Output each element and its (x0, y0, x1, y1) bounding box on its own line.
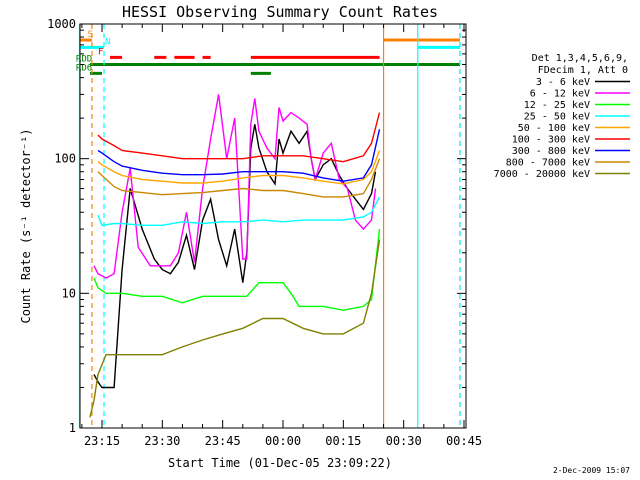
legend-entry-label: 300 - 800 keV (512, 146, 590, 157)
y-axis-label: Count Rate (s⁻¹ detector⁻¹) (19, 128, 33, 323)
legend-entry-label: 12 - 25 keV (524, 100, 590, 111)
flag-label: S (87, 30, 92, 40)
legend-entry-label: 3 - 6 keV (536, 77, 590, 88)
y-tick-label: 10 (62, 286, 76, 300)
chart-title: HESSI Observing Summary Count Rates (122, 3, 438, 21)
y-tick-label: 1 (69, 421, 76, 435)
series-line (97, 150, 381, 185)
series-line (97, 196, 381, 227)
y-tick-label: 100 (54, 152, 76, 166)
footer-date: 2-Dec-2009 15:07 (553, 466, 630, 475)
x-tick-label: 23:45 (205, 434, 241, 448)
flag-label: N (105, 37, 110, 47)
legend-header: FDecim 1, Att 0 (538, 65, 628, 76)
legend-entry-label: 7000 - 20000 keV (494, 169, 590, 180)
series-line (97, 112, 381, 163)
flag-label: RD6 (76, 63, 92, 73)
flag-label: F (98, 47, 103, 57)
legend-entry-label: 50 - 100 keV (518, 123, 590, 134)
x-tick-label: 00:45 (446, 434, 482, 448)
series-line (89, 239, 381, 418)
legend-entry-label: 6 - 12 keV (530, 89, 590, 100)
series-line (93, 94, 377, 279)
series-layer (89, 94, 381, 418)
series-line (93, 229, 381, 311)
legend-header: Det 1,3,4,5,6,9, (532, 53, 628, 64)
x-tick-label: 00:15 (325, 434, 361, 448)
series-line (97, 158, 381, 198)
x-tick-label: 23:30 (144, 434, 180, 448)
y-tick-label: 1000 (47, 17, 76, 31)
flag-label: RDD (76, 55, 92, 65)
x-tick-label: 00:30 (386, 434, 422, 448)
legend-entry-label: 800 - 7000 keV (506, 158, 590, 169)
markers-layer (78, 24, 461, 428)
x-axis-label: Start Time (01-Dec-05 23:09:22) (168, 456, 392, 470)
axes-layer: 23:15 23:30 23:45 00:00 00:15 00:30 00:45 1 10 10… (47, 17, 482, 448)
legend-entry-label: 25 - 50 keV (524, 112, 590, 123)
plot-frame (79, 23, 467, 429)
legend: Det 1,3,4,5,6,9,FDecim 1, Att 03 - 6 keV… (494, 53, 630, 180)
legend-entry-label: 100 - 300 keV (512, 135, 590, 146)
x-tick-label: 00:00 (265, 434, 301, 448)
x-tick-label: 23:15 (84, 434, 120, 448)
series-line (97, 129, 381, 182)
